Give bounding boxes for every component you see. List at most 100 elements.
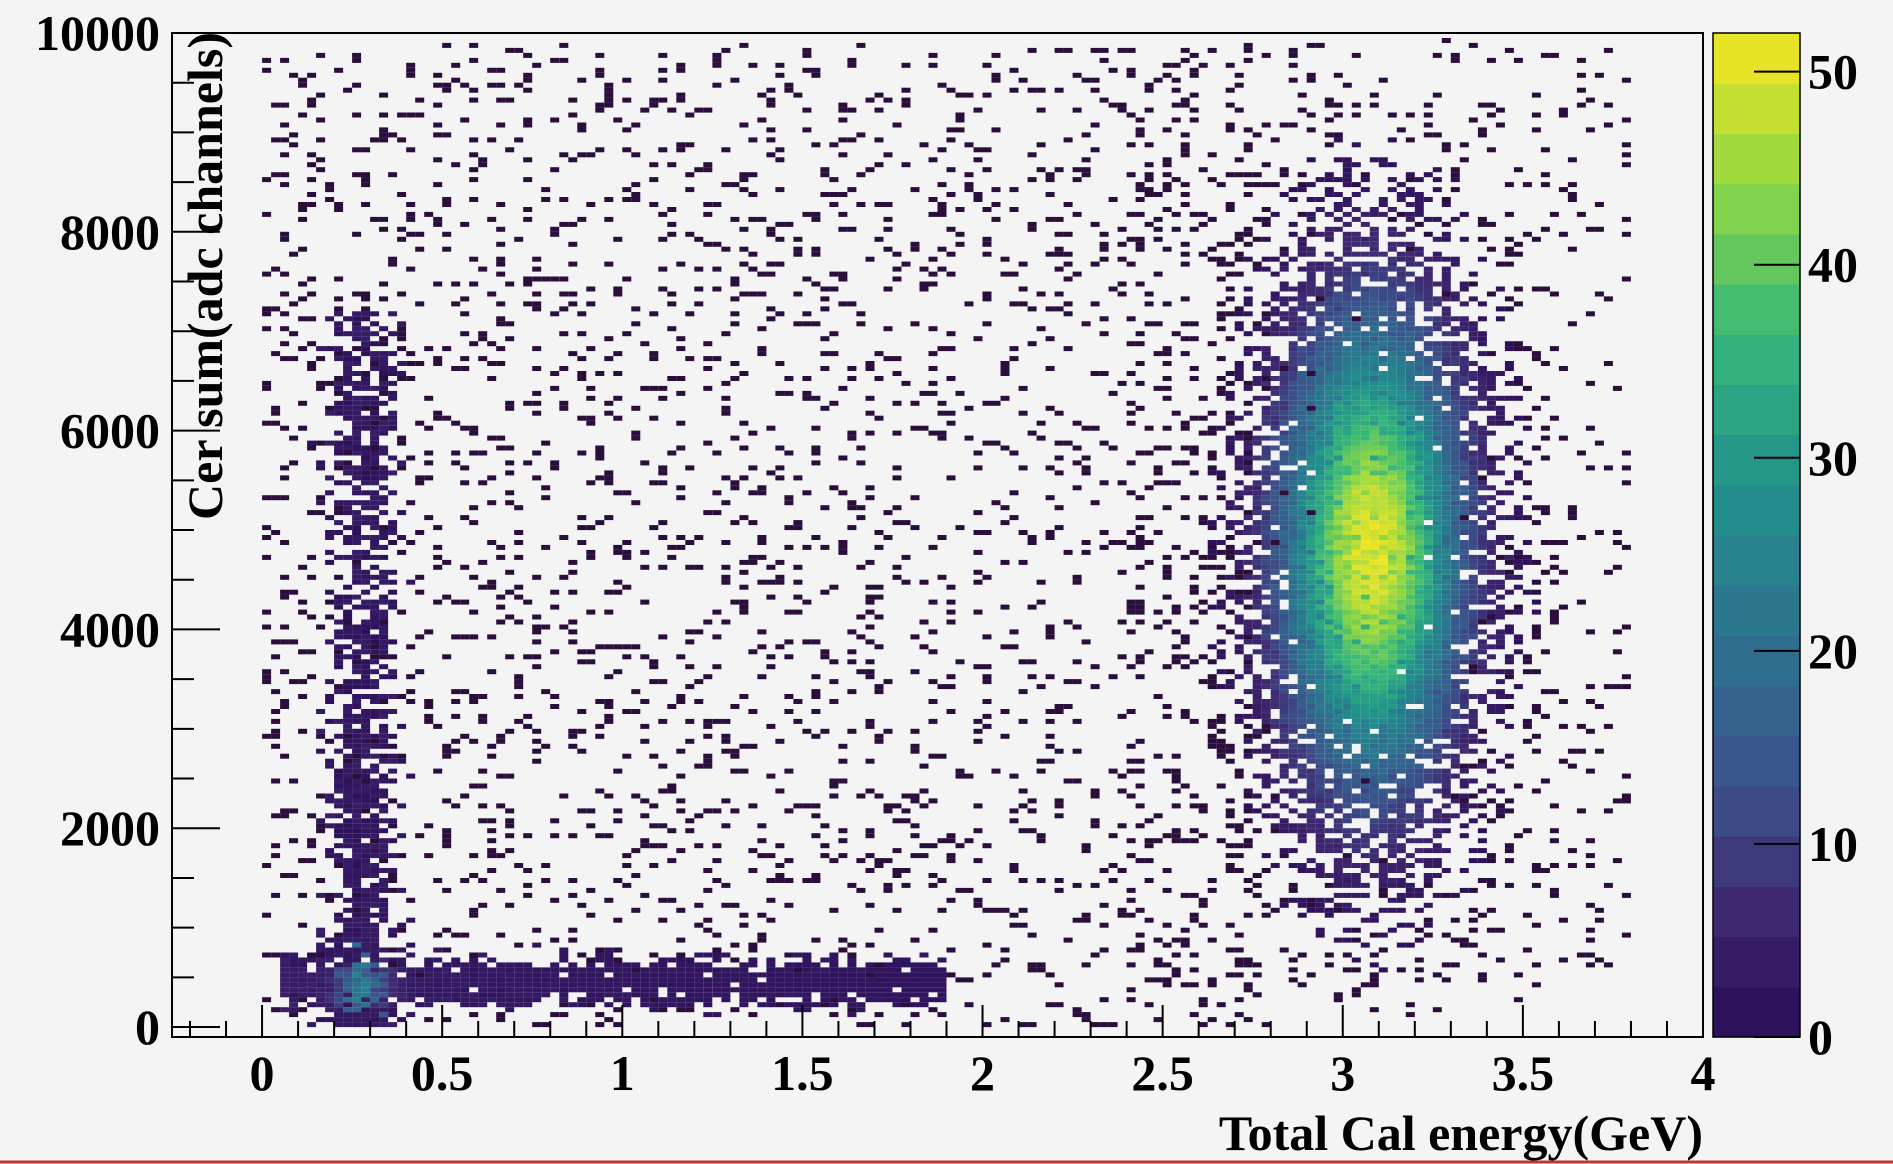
heatmap-bin	[1414, 579, 1424, 585]
heatmap-bin	[361, 664, 371, 670]
heatmap-bin	[1396, 385, 1406, 391]
heatmap-bin	[1297, 286, 1307, 292]
heatmap-bin	[937, 972, 947, 978]
heatmap-bin	[1324, 897, 1334, 903]
heatmap-bin	[1369, 385, 1379, 391]
heatmap-bin	[1378, 679, 1388, 685]
heatmap-bin	[649, 977, 659, 983]
heatmap-bin	[1261, 510, 1271, 516]
heatmap-bin	[1486, 505, 1496, 511]
heatmap-bin	[874, 863, 884, 868]
heatmap-bin	[1351, 718, 1361, 724]
heatmap-bin	[334, 331, 344, 337]
heatmap-bin	[397, 460, 407, 466]
heatmap-bin	[1495, 803, 1505, 809]
heatmap-bin	[1054, 470, 1064, 476]
heatmap-bin	[415, 1002, 425, 1008]
heatmap-bin	[316, 972, 326, 978]
heatmap-bin	[1315, 356, 1325, 362]
heatmap-bin	[1414, 336, 1424, 342]
heatmap-bin	[370, 420, 380, 426]
heatmap-bin	[1396, 440, 1406, 446]
heatmap-bin	[334, 1012, 344, 1018]
heatmap-bin	[766, 962, 776, 968]
heatmap-bin	[1369, 733, 1379, 739]
heatmap-bin	[1360, 187, 1370, 193]
heatmap-bin	[1405, 733, 1415, 739]
heatmap-bin	[1324, 361, 1334, 366]
heatmap-bin	[1288, 485, 1298, 491]
heatmap-bin	[1252, 435, 1262, 441]
heatmap-bin	[937, 207, 947, 212]
heatmap-bin	[1432, 813, 1442, 819]
heatmap-bin	[1468, 559, 1478, 565]
heatmap-bin	[847, 226, 857, 232]
heatmap-bin	[901, 962, 911, 968]
heatmap-bin	[1315, 629, 1325, 635]
heatmap-bin	[1333, 435, 1343, 441]
heatmap-bin	[361, 395, 371, 401]
heatmap-bin	[1342, 251, 1352, 257]
heatmap-bin	[1432, 892, 1442, 898]
heatmap-bin	[1396, 505, 1406, 511]
heatmap-bin	[1324, 544, 1334, 550]
heatmap-bin	[1423, 878, 1433, 883]
heatmap-bin	[361, 907, 371, 913]
heatmap-bin	[1297, 689, 1307, 695]
heatmap-bin	[1423, 390, 1433, 396]
heatmap-bin	[1297, 500, 1307, 506]
heatmap-bin	[1432, 216, 1442, 222]
heatmap-bin	[1306, 420, 1316, 426]
heatmap-bin	[1297, 912, 1307, 918]
heatmap-bin	[595, 371, 605, 376]
heatmap-bin	[1387, 823, 1397, 829]
heatmap-bin	[1342, 758, 1352, 764]
heatmap-bin	[334, 937, 344, 943]
heatmap-bin	[1207, 540, 1217, 545]
heatmap-bin	[1477, 430, 1487, 436]
heatmap-bin	[838, 385, 848, 391]
heatmap-bin	[1261, 659, 1271, 665]
heatmap-bin	[370, 987, 380, 993]
heatmap-bin	[1360, 236, 1370, 242]
heatmap-bin	[424, 962, 434, 968]
heatmap-bin	[352, 932, 362, 938]
heatmap-bin	[1414, 713, 1424, 719]
heatmap-bin	[1342, 530, 1352, 535]
heatmap-bin	[1261, 465, 1271, 471]
heatmap-bin	[1225, 808, 1235, 814]
heatmap-bin	[1396, 594, 1406, 600]
heatmap-bin	[352, 525, 362, 531]
heatmap-bin	[379, 530, 389, 535]
heatmap-bin	[1468, 490, 1478, 496]
heatmap-bin	[1396, 848, 1406, 854]
heatmap-bin	[1378, 405, 1388, 411]
heatmap-bin	[1297, 336, 1307, 342]
heatmap-bin	[793, 579, 803, 585]
heatmap-bin	[1396, 664, 1406, 670]
heatmap-bin	[1270, 684, 1280, 690]
heatmap-bin	[1360, 261, 1370, 267]
heatmap-bin	[1378, 649, 1388, 655]
heatmap-bin	[334, 947, 344, 953]
heatmap-bin	[649, 480, 659, 486]
heatmap-bin	[1189, 445, 1199, 451]
heatmap-bin	[1333, 773, 1343, 779]
heatmap-bin	[1432, 748, 1442, 754]
heatmap-bin	[370, 887, 380, 893]
heatmap-bin	[1279, 629, 1289, 635]
heatmap-bin	[1288, 450, 1298, 456]
heatmap-bin	[1306, 425, 1316, 431]
heatmap-bin	[1351, 584, 1361, 590]
heatmap-bin	[1198, 415, 1208, 421]
heatmap-bin	[1378, 410, 1388, 416]
heatmap-bin	[1477, 525, 1487, 531]
heatmap-bin	[1360, 728, 1370, 734]
heatmap-bin	[1306, 554, 1316, 560]
heatmap-bin	[1396, 579, 1406, 585]
heatmap-bin	[1342, 356, 1352, 362]
heatmap-bin	[352, 838, 362, 844]
heatmap-bin	[451, 962, 461, 968]
heatmap-bin	[1414, 530, 1424, 535]
heatmap-bin	[1495, 679, 1505, 685]
